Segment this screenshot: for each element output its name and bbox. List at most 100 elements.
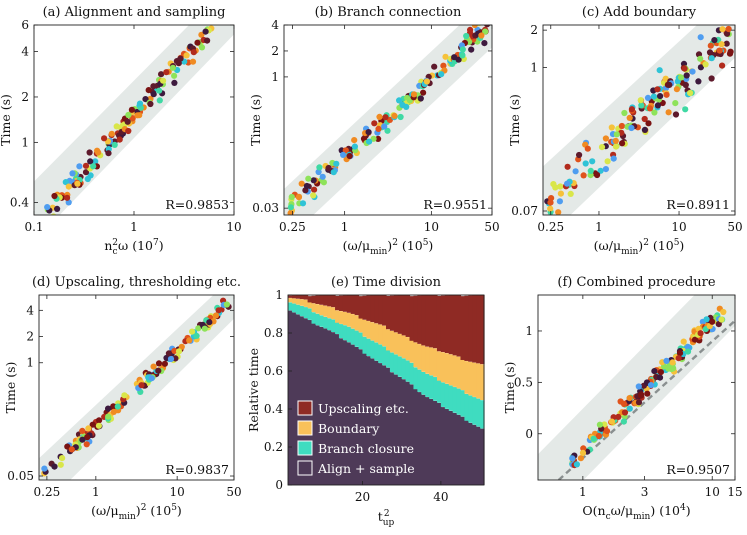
- legend: Upscaling etc. Boundary Branch closure Alig…: [297, 400, 415, 476]
- x-axis-label-part: min: [633, 512, 650, 522]
- data-point: [150, 363, 157, 370]
- area-column: [460, 357, 465, 390]
- data-point: [628, 124, 635, 132]
- data-point: [79, 436, 86, 443]
- data-point: [201, 325, 208, 332]
- area-column: [464, 418, 469, 485]
- x-axis-label-part: ω/μ: [611, 503, 634, 518]
- area-column: [476, 295, 481, 364]
- correlation-label: R=0.9853: [165, 197, 229, 212]
- area-column: [366, 321, 371, 339]
- data-point: [678, 74, 685, 81]
- data-point: [150, 91, 157, 98]
- area-column: [288, 295, 293, 298]
- y-tick-label: 0.2: [264, 440, 283, 454]
- y-tick-label: 2: [26, 330, 34, 344]
- data-point: [598, 144, 606, 151]
- x-tick-label: 0.25: [34, 485, 61, 499]
- area-column: [307, 300, 313, 309]
- area-column: [393, 295, 399, 333]
- data-point: [138, 382, 145, 389]
- data-point: [198, 44, 206, 51]
- data-point: [376, 113, 383, 120]
- x-tick-label: 10: [170, 485, 185, 499]
- area-column: [401, 335, 407, 359]
- y-tick-label: 4: [26, 303, 34, 317]
- y-tick-label: 1: [530, 61, 538, 75]
- data-point: [576, 151, 583, 159]
- panel-c: 0.25 1 10 50 0.07 1 2 (c) Add boundary Time (s) (…: [507, 5, 743, 257]
- data-point: [597, 167, 604, 174]
- data-point: [697, 64, 705, 71]
- area-column: [342, 325, 348, 341]
- area-column: [382, 295, 387, 326]
- data-point: [665, 109, 672, 116]
- x-tick-label: 15: [727, 485, 742, 499]
- data-point: [471, 25, 478, 29]
- x-axis-label-part: (10: [649, 238, 674, 253]
- data-point: [695, 78, 702, 85]
- data-point: [557, 190, 565, 197]
- data-point: [638, 392, 645, 399]
- area-column: [378, 295, 383, 325]
- area-column: [452, 355, 458, 387]
- area-column: [319, 315, 324, 327]
- x-axis-label-part: ): [177, 503, 182, 518]
- data-point: [340, 151, 347, 158]
- area-column: [358, 316, 364, 333]
- y-tick-label: 0.4: [264, 402, 283, 416]
- legend-label: Branch closure: [318, 441, 414, 456]
- data-point: [375, 135, 382, 142]
- area-column: [425, 373, 430, 397]
- x-axis-label-part: n: [104, 238, 112, 253]
- data-point: [557, 183, 564, 190]
- data-point: [125, 111, 132, 119]
- area-column: [429, 375, 434, 399]
- area-column: [413, 342, 418, 368]
- area-column: [389, 330, 395, 353]
- data-point: [129, 115, 136, 122]
- data-point: [646, 105, 654, 112]
- data-point: [311, 186, 318, 193]
- data-point: [697, 34, 704, 41]
- y-tick-label: 1: [271, 70, 279, 84]
- x-tick-label: 1: [579, 485, 587, 499]
- x-axis-label-part: ): [159, 238, 164, 253]
- area-column: [342, 311, 348, 326]
- data-point: [215, 307, 222, 314]
- area-column: [460, 390, 465, 417]
- data-point: [183, 52, 190, 59]
- data-point: [316, 164, 323, 171]
- data-point: [697, 55, 704, 62]
- correlation-label: R=0.9837: [165, 462, 229, 477]
- data-point: [645, 120, 652, 127]
- x-axis-label-part: 2: [384, 509, 390, 519]
- area-column: [448, 295, 454, 355]
- data-point: [656, 374, 664, 381]
- area-column: [421, 372, 426, 395]
- area-column: [354, 346, 360, 485]
- area-column: [436, 295, 442, 352]
- area-column: [413, 367, 418, 390]
- area-column: [299, 295, 305, 300]
- area-column: [417, 392, 422, 485]
- data-point: [483, 16, 489, 22]
- area-column: [378, 344, 383, 363]
- data-point: [148, 375, 155, 382]
- area-column: [436, 378, 442, 403]
- data-point: [303, 182, 310, 190]
- area-column: [335, 320, 340, 334]
- area-column: [366, 356, 371, 485]
- y-tick-label: 2: [21, 90, 29, 104]
- data-point: [727, 48, 734, 55]
- x-tick-label: 0.25: [537, 220, 564, 234]
- data-point: [621, 109, 628, 117]
- area-column: [338, 324, 344, 339]
- data-point: [397, 113, 404, 121]
- x-axis-label-part: t: [378, 509, 383, 524]
- area-column: [448, 410, 454, 485]
- data-point: [54, 205, 61, 212]
- data-point: [644, 94, 652, 101]
- area-column: [464, 295, 469, 361]
- x-axis-label-part: 2: [112, 238, 118, 248]
